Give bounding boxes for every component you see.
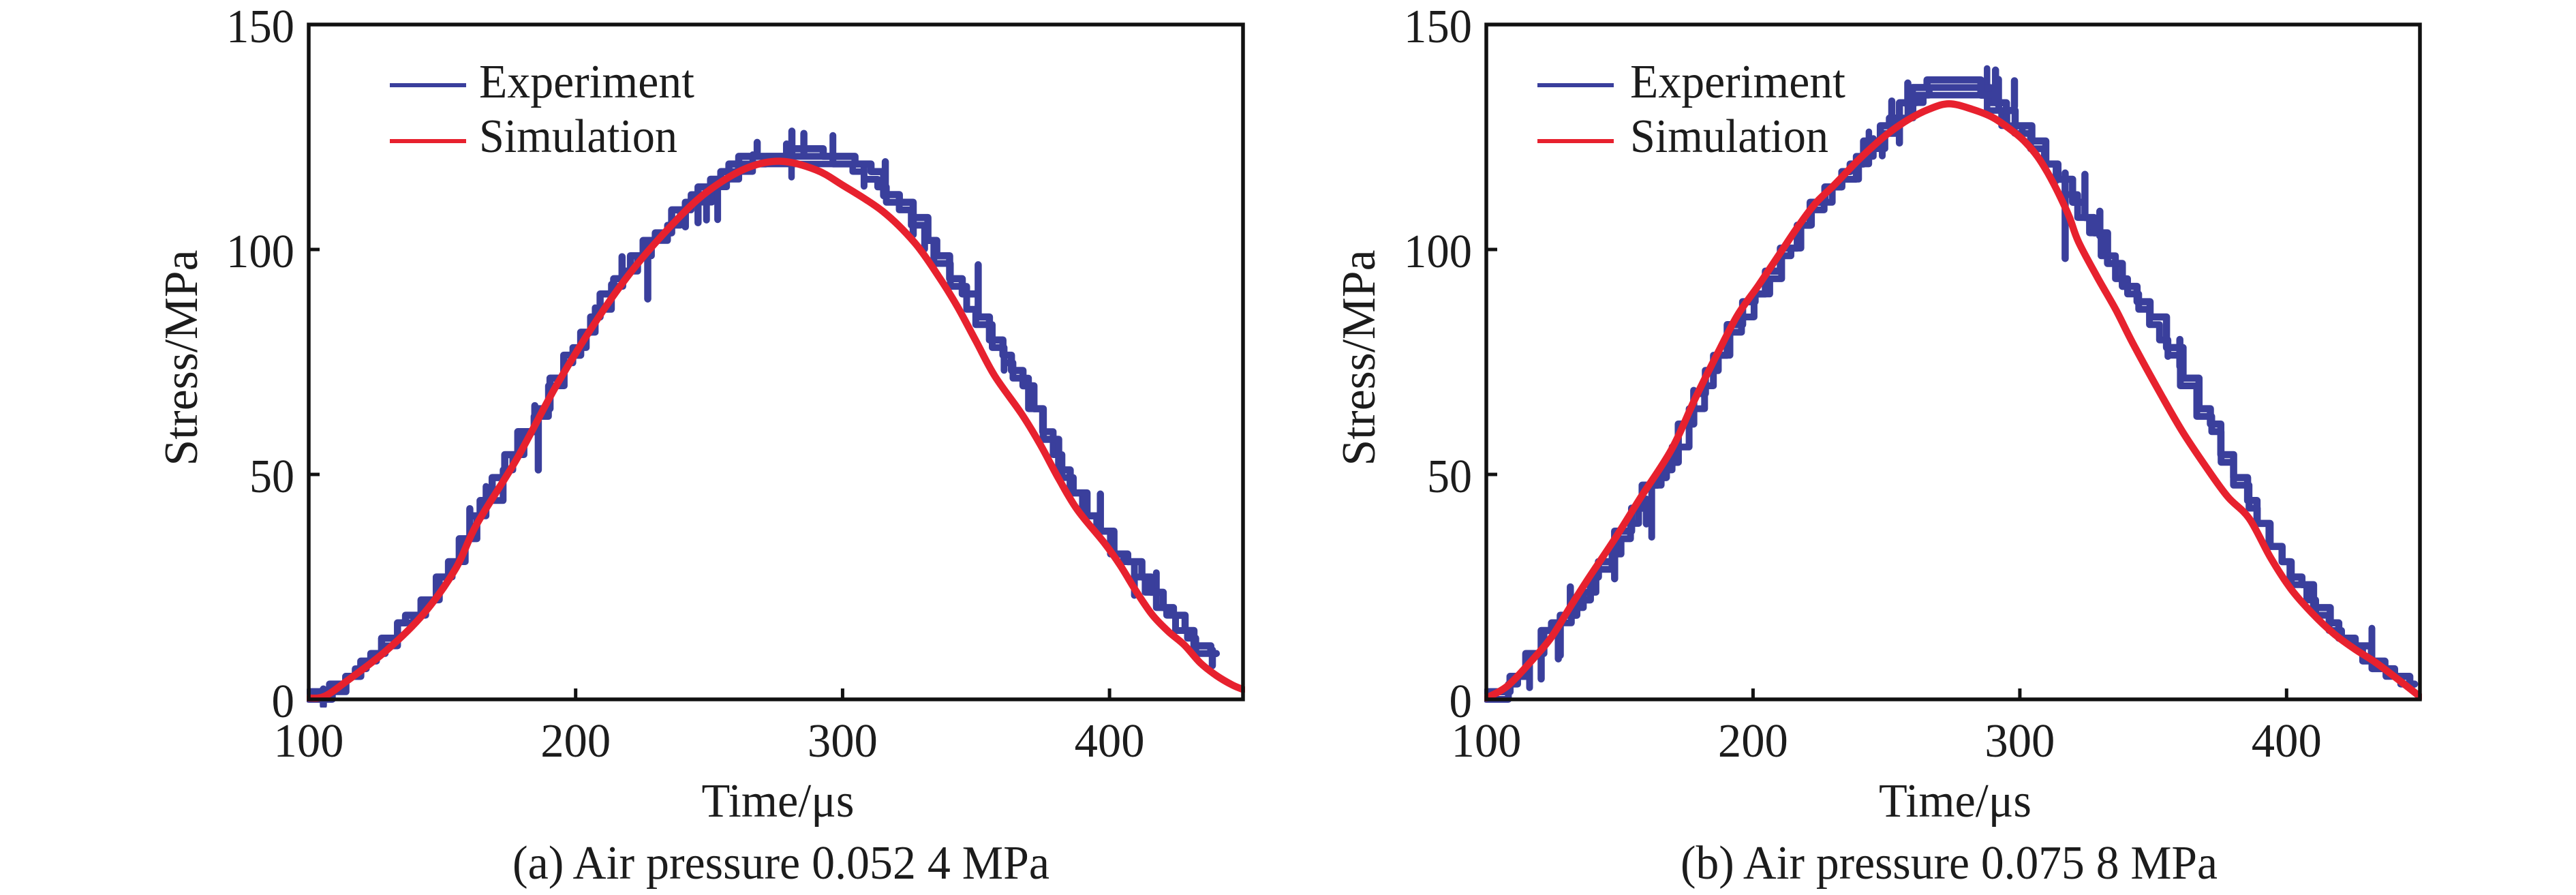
svg-text:Stress/MPa: Stress/MPa [1333,250,1385,466]
svg-text:400: 400 [2252,715,2322,768]
svg-text:Simulation: Simulation [1630,110,1828,163]
svg-text:Experiment: Experiment [479,56,694,108]
svg-text:0: 0 [1450,676,1473,728]
svg-text:(b) Air pressure 0.075 8 MPa: (b) Air pressure 0.075 8 MPa [1681,837,2218,890]
svg-text:150: 150 [226,1,294,53]
svg-text:100: 100 [1404,226,1472,278]
svg-text:Experiment: Experiment [1630,56,1845,108]
svg-text:300: 300 [808,715,878,768]
svg-text:(a) Air pressure 0.052 4 MPa: (a) Air pressure 0.052 4 MPa [512,837,1049,890]
svg-text:Time/μs: Time/μs [1879,775,2031,828]
svg-text:Stress/MPa: Stress/MPa [155,250,208,466]
svg-text:150: 150 [1404,1,1472,53]
svg-text:100: 100 [1452,715,1522,768]
svg-text:100: 100 [274,715,344,768]
svg-text:Simulation: Simulation [479,110,677,163]
svg-text:200: 200 [540,715,611,768]
svg-text:50: 50 [249,451,294,503]
svg-text:300: 300 [1984,715,2055,768]
svg-text:Time/μs: Time/μs [702,775,855,828]
svg-text:0: 0 [272,676,295,728]
svg-text:400: 400 [1075,715,1145,768]
svg-text:200: 200 [1718,715,1788,768]
svg-text:50: 50 [1427,451,1472,503]
svg-text:100: 100 [226,226,294,278]
